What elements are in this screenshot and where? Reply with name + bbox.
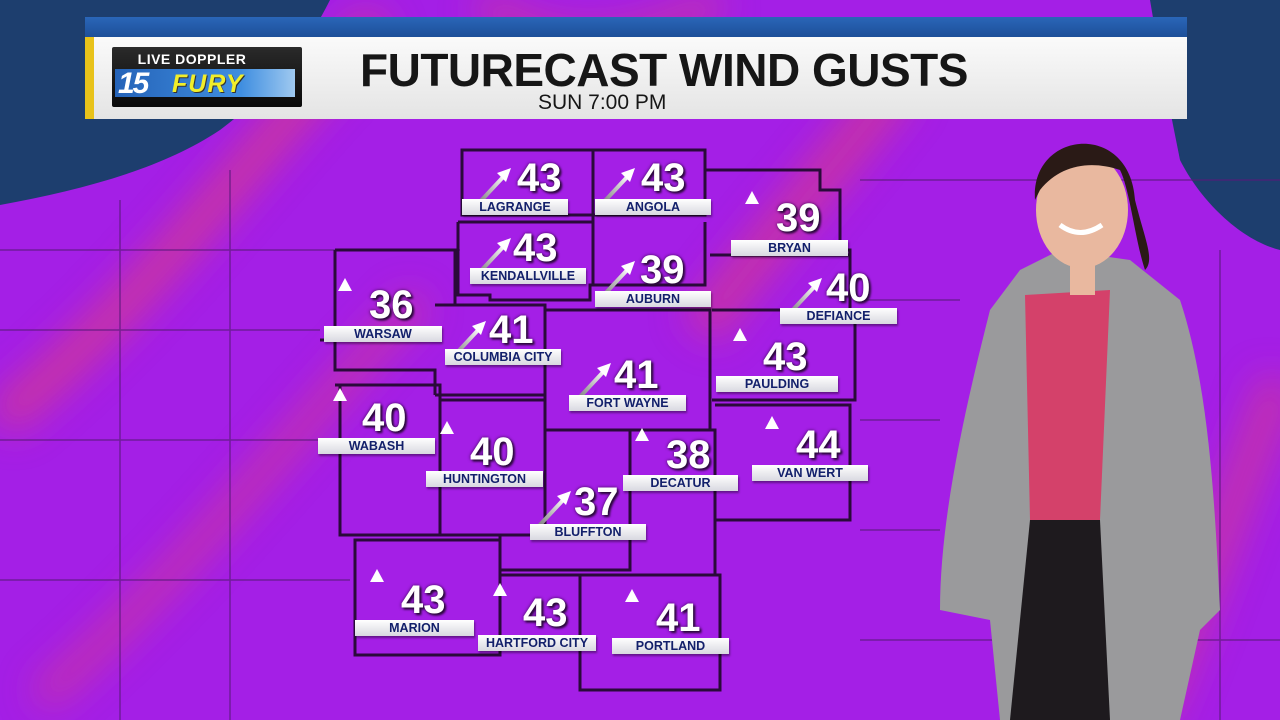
gust-value: 41 [489,308,534,352]
arrow-north-icon [635,428,649,473]
gust-value: 40 [362,396,407,440]
location-label: DECATUR [623,475,738,491]
gust-value: 43 [763,335,808,379]
title-banner: LIVE DOPPLER 15 FURY FUTURECAST WIND GUS… [85,17,1187,119]
location-label: COLUMBIA CITY [445,349,561,365]
arrow-north-icon [733,328,747,373]
arrow-north-icon [745,191,759,236]
page-title: FUTURECAST WIND GUSTS [360,44,968,96]
gust-value: 43 [523,591,568,635]
arrow-north-icon [625,589,639,634]
location-label: KENDALLVILLE [470,268,586,284]
location-label: DEFIANCE [780,308,897,324]
location-label: VAN WERT [752,465,868,481]
station-logo: LIVE DOPPLER 15 FURY [112,47,302,107]
location-label: HUNTINGTON [426,471,543,487]
location-label: PAULDING [716,376,838,392]
arrow-northeast-icon [535,491,571,530]
forecast-time: SUN 7:00 PM [538,91,667,114]
location-label: BRYAN [731,240,848,256]
arrow-north-icon [493,583,507,628]
gust-value: 41 [656,596,701,640]
logo-band [115,69,295,97]
gust-value: 39 [640,248,685,292]
gust-value: 43 [641,156,686,200]
title-accent-stripe [85,37,94,119]
gust-value: 40 [470,430,515,474]
location-label: ANGOLA [595,199,711,215]
arrow-north-icon [440,421,454,466]
gust-value: 36 [369,283,414,327]
location-label: BLUFFTON [530,524,646,540]
location-label: MARION [355,620,474,636]
location-label: WARSAW [324,326,442,342]
gust-value: 43 [517,156,562,200]
arrow-north-icon [333,388,347,433]
gust-value: 43 [401,578,446,622]
arrow-north-icon [370,569,384,614]
location-label: AUBURN [595,291,711,307]
location-label: LAGRANGE [462,199,568,215]
gust-value: 41 [614,353,659,397]
gust-value: 40 [826,266,871,310]
location-label: FORT WAYNE [569,395,686,411]
gust-value: 44 [796,423,841,467]
logo-fury: FURY [172,70,244,98]
location-label: WABASH [318,438,435,454]
location-label: PORTLAND [612,638,729,654]
gust-value: 43 [513,226,558,270]
location-label: HARTFORD CITY [478,635,596,651]
title-top-stripe [85,17,1187,37]
logo-channel-number: 15 [118,67,149,100]
gust-value: 37 [574,480,619,524]
logo-live-doppler: LIVE DOPPLER [137,51,247,67]
arrow-north-icon [765,416,779,461]
gust-value: 39 [776,196,821,240]
presenter [940,143,1220,720]
arrow-north-icon [338,278,352,323]
gust-value: 38 [666,433,711,477]
